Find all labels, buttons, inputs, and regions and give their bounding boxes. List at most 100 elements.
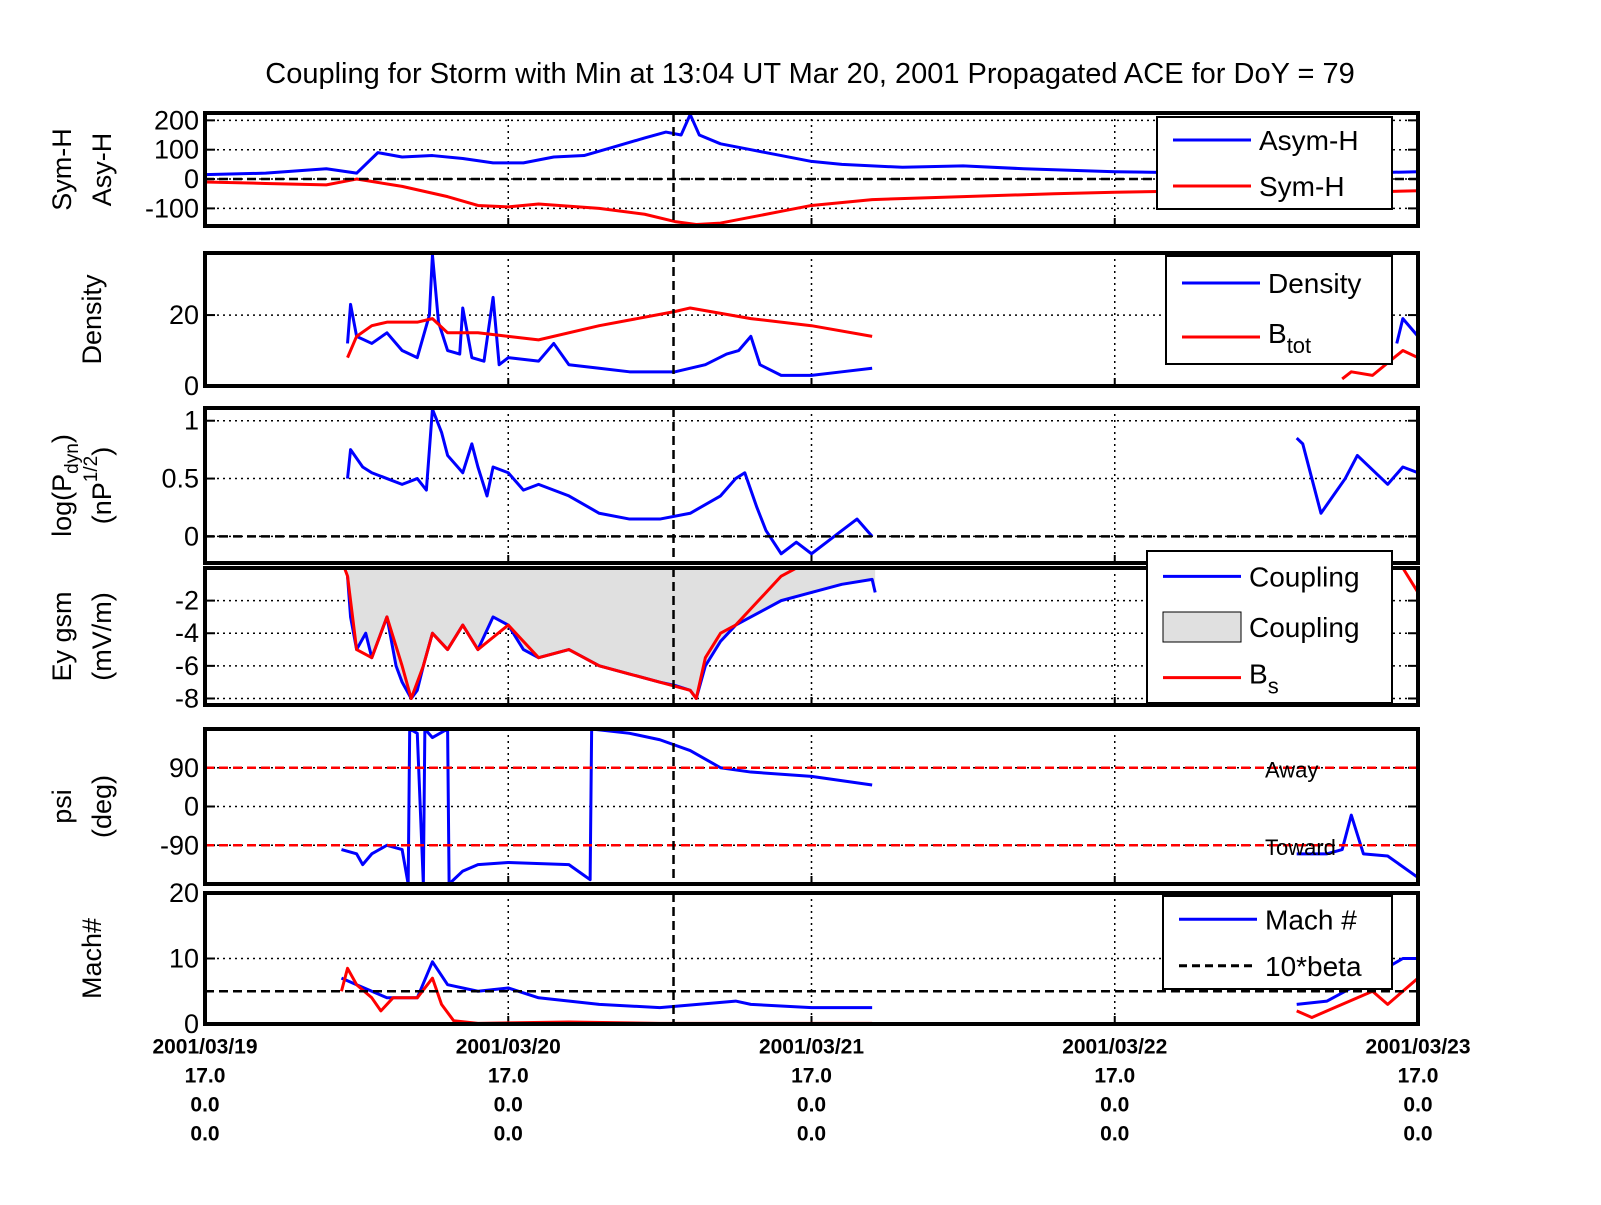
panel-frame [203, 251, 1420, 388]
x-tick-label: 2001/03/20 [456, 1036, 561, 1059]
legend: Mach # 10*beta [1162, 895, 1393, 990]
y-axis-label: Density [77, 274, 107, 365]
x-tick-label: 2001/03/22 [1062, 1036, 1167, 1059]
legend-box [1162, 895, 1393, 990]
y-axis-label: (deg) [87, 775, 117, 838]
legend-label: Asym-H [1259, 125, 1359, 156]
x-tick-label: 2001/03/21 [759, 1036, 864, 1059]
y-axis-label-part: dyn [62, 443, 83, 474]
legend-name: Sym-H [1259, 171, 1345, 202]
x-tick-sublabel: 17.0 [1398, 1065, 1439, 1088]
y-tick-label: 200 [154, 105, 199, 135]
legend-name: Asym-H [1259, 125, 1359, 156]
y-axis-label-part: Ey gsm [47, 591, 77, 681]
y-axis-label-part: ) [47, 434, 77, 443]
y-axis-label-part: (deg) [87, 775, 117, 838]
line [341, 729, 1418, 884]
legend-name: Mach # [1265, 904, 1357, 935]
x-tick-sublabel: 0.0 [1403, 1094, 1432, 1117]
y-tick-label: 0 [184, 521, 199, 551]
y-axis-label-part: (nP [87, 482, 117, 524]
y-tick-label: 0 [184, 1009, 199, 1039]
x-tick-sublabel: 17.0 [1094, 1065, 1135, 1088]
y-axis-label-part: Sym-H [47, 128, 77, 211]
legend-name: Coupling [1249, 612, 1360, 643]
line [346, 576, 877, 700]
x-tick-sublabel: 0.0 [797, 1094, 826, 1117]
y-tick-label: 10 [169, 944, 199, 974]
x-tick-sublabel: 17.0 [185, 1065, 226, 1088]
chart-title: Coupling for Storm with Min at 13:04 UT … [265, 58, 1354, 90]
panel-frame [203, 406, 1420, 565]
y-axis-label: (mV/m) [87, 592, 117, 680]
x-tick-label: 2001/03/23 [1365, 1036, 1470, 1059]
legend-swatch [1162, 611, 1242, 643]
legend-name: Density [1268, 268, 1361, 299]
x-tick-sublabel: 0.0 [1100, 1123, 1129, 1146]
legend-name: 10*beta [1265, 950, 1362, 981]
legend-name-sub: s [1268, 674, 1279, 699]
y-axis-label-part: log(P [47, 474, 77, 537]
legend-label: Mach # [1265, 904, 1357, 935]
y-axis-label-part: Density [77, 274, 107, 365]
y-axis-label-part: ) [87, 447, 117, 456]
y-axis-label-part: psi [47, 789, 77, 824]
legend-name: B [1268, 318, 1287, 349]
x-tick-sublabel: 17.0 [488, 1065, 529, 1088]
line [346, 306, 1418, 381]
y-tick-label: 0 [184, 792, 199, 822]
legend-box [1156, 116, 1393, 210]
legend-label: Sym-H [1259, 171, 1345, 202]
y-tick-label: 0 [184, 164, 199, 194]
x-tick-label: 2001/03/19 [152, 1036, 257, 1059]
panel-frame [203, 111, 1420, 228]
line [205, 568, 1418, 700]
y-axis-label: Mach# [77, 918, 107, 999]
legend-label: Bs [1249, 658, 1279, 699]
x-tick-sublabel: 0.0 [1403, 1123, 1432, 1146]
y-axis-label-part: Asy-H [87, 133, 117, 207]
line [346, 408, 1418, 556]
y-axis-label: (nP1/2) [81, 447, 117, 524]
x-tick-sublabel: 0.0 [494, 1094, 523, 1117]
legend-label: Coupling [1249, 612, 1360, 643]
legend-box [1165, 255, 1393, 365]
x-tick-sublabel: 0.0 [797, 1123, 826, 1146]
legend-name: Coupling [1249, 561, 1360, 592]
y-axis-label-part: 1/2 [81, 456, 102, 482]
area [347, 568, 876, 699]
y-tick-label: 20 [169, 300, 199, 330]
y-tick-label: 100 [154, 135, 199, 165]
legend-label: Btot [1268, 318, 1311, 359]
y-axis-label: Sym-H [47, 128, 77, 211]
x-tick-sublabel: 17.0 [791, 1065, 832, 1088]
legend-name: B [1249, 658, 1268, 689]
y-tick-label: -6 [175, 651, 199, 681]
y-tick-label: 20 [169, 878, 199, 908]
y-tick-label: 90 [169, 753, 199, 783]
y-axis-label-part: (mV/m) [87, 592, 117, 680]
x-tick-sublabel: 0.0 [190, 1123, 219, 1146]
legend-label: Density [1268, 268, 1361, 299]
legend: Density Btot [1165, 255, 1393, 365]
y-axis-label: Ey gsm [47, 591, 77, 681]
y-axis-label: Asy-H [87, 133, 117, 207]
y-tick-label: 0.5 [161, 464, 199, 494]
x-tick-sublabel: 0.0 [190, 1094, 219, 1117]
panel-frame [203, 891, 1420, 1026]
y-tick-label: -2 [175, 586, 199, 616]
y-tick-label: 0 [184, 371, 199, 401]
y-axis-label: psi [47, 789, 77, 824]
y-axis-label: log(Pdyn) [47, 434, 83, 537]
reference-label: Away [1265, 757, 1318, 782]
line [346, 253, 1418, 377]
legend: Coupling Coupling Bs [1146, 550, 1393, 704]
panel-frame [203, 727, 1420, 886]
legend-label: Coupling [1249, 561, 1360, 592]
x-tick-sublabel: 0.0 [1100, 1094, 1129, 1117]
y-tick-label: -8 [175, 683, 199, 713]
reference-label: Toward [1265, 835, 1336, 860]
x-tick-sublabel: 0.0 [494, 1123, 523, 1146]
